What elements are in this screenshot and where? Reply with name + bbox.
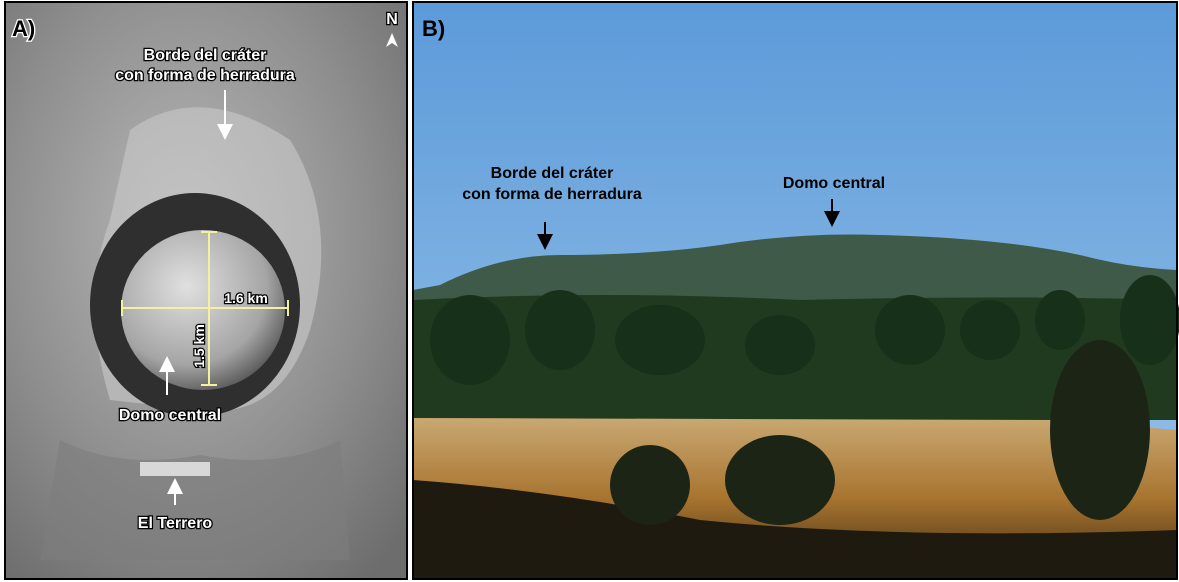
terrain bbox=[40, 440, 350, 560]
rim-label: con forma de herradura bbox=[462, 186, 642, 203]
figure: A) N Borde del cráter con forma de herra… bbox=[0, 0, 1179, 582]
rim-label: Borde del cráter bbox=[144, 47, 267, 64]
rim-label: Borde del cráter bbox=[491, 165, 614, 182]
rim-label: con forma de herradura bbox=[115, 67, 295, 84]
scale-label: 1.5 km bbox=[191, 324, 207, 368]
panel-label: B) bbox=[422, 16, 445, 41]
terrero-label: El Terrero bbox=[138, 515, 213, 532]
panel-b: B) Borde del cráter con forma de herradu… bbox=[413, 2, 1179, 579]
north-label: N bbox=[386, 11, 398, 28]
scale-label: 1.6 km bbox=[224, 290, 268, 306]
el-terrero bbox=[140, 462, 210, 476]
dome-label: Domo central bbox=[783, 175, 885, 192]
panel-label: A) bbox=[12, 16, 35, 41]
panel-a: A) N Borde del cráter con forma de herra… bbox=[5, 2, 407, 579]
dome-label: Domo central bbox=[119, 407, 221, 424]
